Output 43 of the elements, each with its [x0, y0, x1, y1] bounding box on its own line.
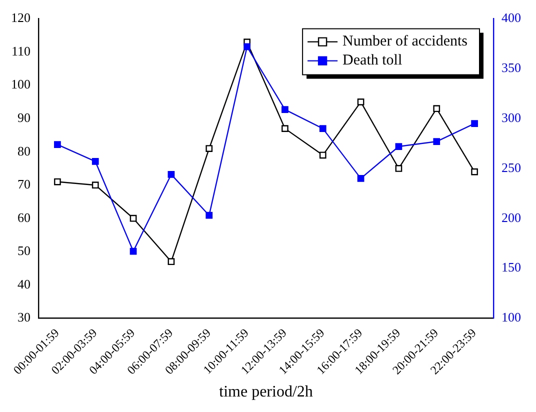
y2-tick-label: 400: [502, 10, 521, 26]
y-tick-label: 40: [18, 276, 30, 292]
point: [282, 106, 288, 114]
point: [395, 165, 402, 172]
y2-tick-label: 150: [502, 260, 521, 275]
point: [319, 125, 326, 132]
point: [130, 214, 137, 222]
point: [471, 120, 478, 127]
point: [357, 98, 364, 106]
y-tick-label: 50: [18, 243, 30, 258]
y-tick-label: 90: [18, 110, 30, 125]
point: [130, 248, 137, 255]
point: [433, 105, 440, 112]
point: [168, 171, 175, 178]
y-tick-label: 60: [18, 210, 30, 225]
y-tick-label: 100: [11, 76, 30, 92]
y-tick-label: 30: [18, 310, 30, 325]
point: [395, 143, 402, 150]
y2-tick-label: 300: [502, 110, 521, 125]
point: [471, 168, 478, 176]
y-tick-label: 70: [18, 176, 30, 192]
point: [282, 125, 288, 132]
y-tick-label: 80: [18, 143, 30, 158]
point: [433, 138, 440, 145]
y-tick-label: 120: [11, 10, 30, 26]
y-tick-label: 110: [11, 43, 30, 58]
point: [54, 178, 61, 186]
point: [206, 145, 213, 152]
point: [206, 212, 213, 219]
point: [244, 43, 250, 50]
legend-label: Number of accidents: [342, 34, 468, 50]
point: [168, 258, 175, 266]
x-axis-title: time period/2h: [219, 384, 313, 401]
point: [319, 152, 326, 159]
y2-tick-label: 250: [502, 160, 521, 175]
y2-tick-label: 350: [502, 60, 521, 76]
point: [54, 141, 61, 148]
y2-tick-label: 200: [502, 210, 521, 225]
point: [92, 182, 99, 189]
point: [357, 175, 364, 182]
point: [92, 158, 99, 165]
y2-tick-label: 100: [502, 310, 521, 325]
legend-label: Death toll: [342, 52, 402, 69]
